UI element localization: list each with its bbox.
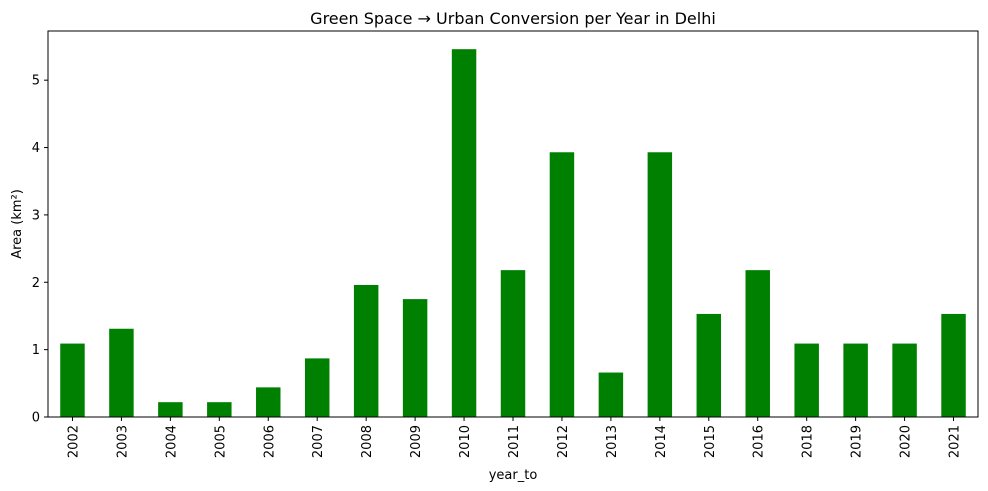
y-tick-label-3: 3: [32, 208, 40, 223]
bar-2012: [549, 152, 575, 418]
bar-2005: [207, 402, 232, 417]
x-tick-label-2010: 2010: [458, 425, 473, 458]
x-tick-label-2012: 2012: [556, 425, 571, 458]
x-tick-label-2006: 2006: [262, 425, 277, 458]
x-axis-label: year_to: [489, 468, 538, 483]
bar-2007: [304, 358, 330, 417]
bar-2002: [60, 343, 85, 417]
bar-2018: [794, 343, 819, 417]
bar-2013: [598, 372, 624, 417]
bar-2014: [647, 152, 673, 418]
bar-2016: [745, 270, 770, 417]
chart-title: Green Space → Urban Conversion per Year …: [310, 9, 716, 28]
x-tick-label-2005: 2005: [213, 425, 228, 458]
x-tick-label-2019: 2019: [850, 425, 865, 458]
x-tick-label-2007: 2007: [311, 425, 326, 458]
x-tick-label-2009: 2009: [409, 425, 424, 458]
bar-2009: [402, 299, 428, 417]
x-tick-label-2004: 2004: [164, 425, 179, 458]
bar-2010: [451, 49, 477, 418]
y-tick-label-4: 4: [32, 141, 40, 156]
y-tick-label-2: 2: [32, 276, 40, 291]
bar-2021: [941, 313, 966, 417]
bar-2006: [256, 387, 281, 417]
y-tick-label-5: 5: [32, 74, 40, 89]
y-tick-label-0: 0: [32, 411, 40, 426]
bar-2008: [353, 284, 379, 417]
x-tick-label-2021: 2021: [948, 425, 963, 458]
plot-frame: [47, 30, 979, 418]
y-axis: 0 1 2 3 4 5: [32, 74, 48, 426]
x-tick-label-2002: 2002: [66, 425, 81, 458]
x-tick-label-2003: 2003: [115, 425, 130, 458]
x-tick-label-2020: 2020: [899, 425, 914, 458]
y-tick-label-1: 1: [32, 343, 40, 358]
x-tick-label-2015: 2015: [703, 425, 718, 458]
bar-2015: [696, 313, 722, 417]
bar-2004: [158, 402, 183, 417]
x-tick-label-2018: 2018: [801, 425, 816, 458]
bars-group: [60, 49, 966, 418]
bar-2020: [892, 343, 917, 417]
bar-2003: [109, 328, 134, 417]
x-tick-label-2011: 2011: [507, 425, 522, 458]
x-tick-label-2013: 2013: [605, 425, 620, 458]
x-tick-label-2014: 2014: [654, 425, 669, 458]
bar-2019: [843, 343, 868, 417]
bar-2011: [500, 270, 526, 417]
x-tick-label-2008: 2008: [360, 425, 375, 458]
x-axis: 2002 2003 2004 2005 2006 2007 2008 2009 2010 2011…: [66, 417, 963, 458]
y-axis-label: Area (km²): [10, 189, 25, 259]
x-tick-label-2016: 2016: [752, 425, 767, 458]
